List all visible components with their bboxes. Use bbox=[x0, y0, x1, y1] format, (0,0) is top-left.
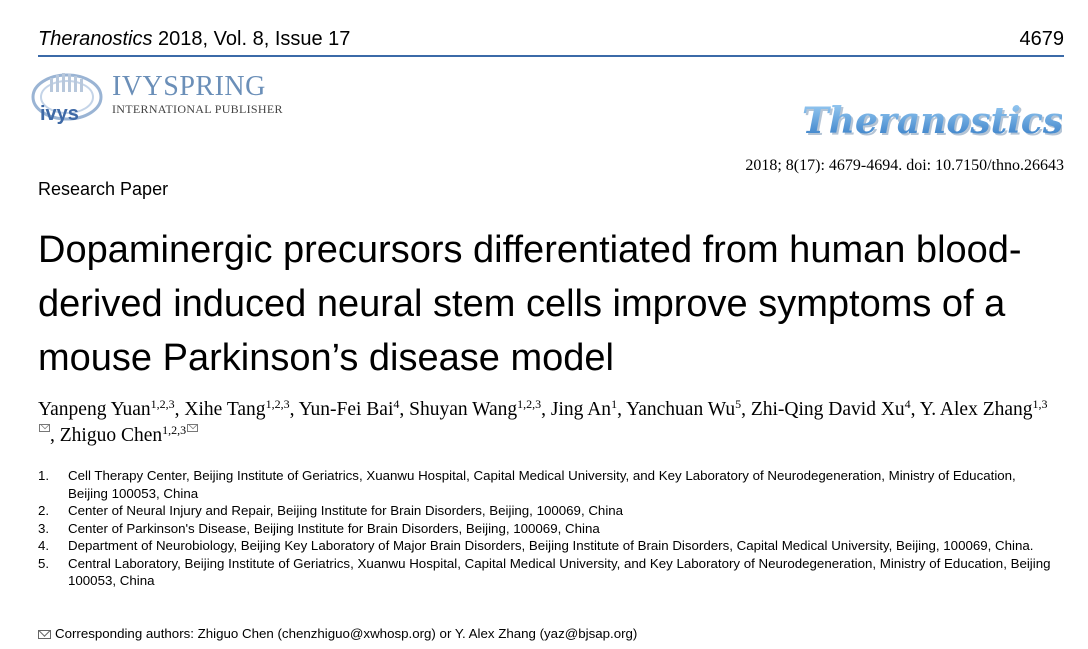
author: Y. Alex Zhang1,3, bbox=[38, 398, 1048, 446]
svg-text:Theranostics: Theranostics bbox=[804, 102, 1062, 144]
corresponding-authors: Corresponding authors: Zhiguo Chen (chen… bbox=[38, 626, 637, 641]
envelope-icon bbox=[187, 424, 199, 432]
citation-doi: 2018; 8(17): 4679-4694. doi: 10.7150/thn… bbox=[745, 157, 1064, 174]
author: Zhiguo Chen1,2,3 bbox=[60, 424, 199, 446]
header-rule bbox=[38, 55, 1064, 57]
envelope-icon bbox=[39, 424, 50, 432]
affiliation-item: 5. Central Laboratory, Beijing Institute … bbox=[38, 555, 1051, 589]
affiliation-item: 3. Center of Parkinson's Disease, Beijing… bbox=[38, 520, 600, 536]
journal-issue: Theranostics 2018, Vol. 8, Issue 17 bbox=[38, 28, 351, 50]
affiliation-item: 4. Department of Neurobiology, Beijing Ke… bbox=[38, 538, 1034, 553]
author: Yanchuan Wu5, bbox=[626, 397, 751, 420]
author: Yun-Fei Bai4, bbox=[298, 397, 410, 420]
author: Xihe Tang1,2,3, bbox=[184, 397, 299, 420]
author-list: Yanpeng Yuan1,2,3, Xihe Tang1,2,3, Yun-F… bbox=[38, 397, 1048, 449]
theranostics-logo-icon: Theranostics Theranostics bbox=[802, 100, 1062, 144]
ivyspring-logo-icon: ivys bbox=[31, 73, 103, 125]
ivyspring-logo-text: ivys bbox=[40, 103, 79, 125]
envelope-icon bbox=[38, 630, 51, 639]
affiliation-item: 2. Center of Neural Injury and Repair, Be… bbox=[38, 503, 624, 518]
theranostics-logo-text: Theranostics bbox=[802, 100, 1062, 142]
author: Jing An1, bbox=[550, 397, 627, 420]
author: Yanpeng Yuan1,2,3, bbox=[38, 397, 185, 420]
page-number: 4679 bbox=[1019, 28, 1065, 50]
affiliation-list: 1. Cell Therapy Center, Beijing Institute… bbox=[38, 467, 1058, 590]
article-type: Research Paper bbox=[38, 179, 169, 199]
author: Shuyan Wang1,2,3, bbox=[409, 397, 551, 420]
author: Zhi-Qing David Xu4, bbox=[750, 397, 920, 420]
publisher-name: IVYSPRING bbox=[112, 71, 266, 102]
affiliation-item: 1. Cell Therapy Center, Beijing Institute… bbox=[38, 468, 1016, 501]
publisher-block: IVYSPRING INTERNATIONAL PUBLISHER bbox=[112, 72, 283, 117]
journal-header: Theranostics 2018, Vol. 8, Issue 17 4679 bbox=[38, 28, 1064, 56]
publisher-subtitle: INTERNATIONAL PUBLISHER bbox=[112, 102, 283, 116]
paper-title: Dopaminergic precursors differentiated f… bbox=[38, 229, 1022, 379]
